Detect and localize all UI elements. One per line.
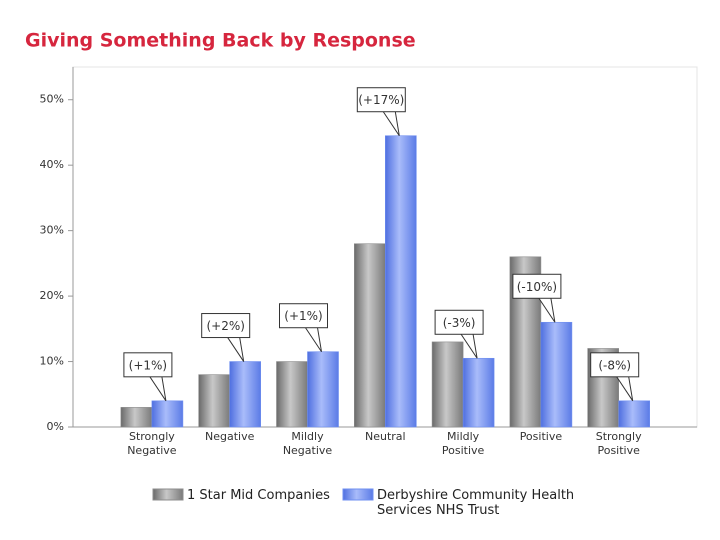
- callout-box: [590, 352, 640, 378]
- y-tick-label: 50%: [40, 93, 64, 106]
- legend-swatch: [152, 488, 184, 501]
- callout-box: [434, 309, 484, 335]
- legend-label: 1 Star Mid Companies: [187, 488, 330, 503]
- callout-pointer: [616, 376, 634, 402]
- callout-label: (-10%): [517, 280, 557, 294]
- bar: [384, 135, 417, 428]
- bar: [540, 321, 573, 428]
- x-tick-label: Neutral: [364, 430, 406, 443]
- x-tick-label: Strongly Positive: [595, 430, 642, 457]
- y-tick-label: 40%: [40, 158, 64, 171]
- callout-pointer: [149, 376, 167, 402]
- bar: [431, 341, 464, 428]
- callout-box: [279, 303, 328, 329]
- callout-label: (+1%): [129, 358, 167, 372]
- bar: [618, 400, 651, 428]
- callout-pointer: [460, 333, 478, 359]
- callout-box: [356, 87, 406, 113]
- callout-box: [123, 352, 173, 378]
- bar: [462, 357, 495, 428]
- callout-label: (+2%): [206, 319, 244, 333]
- x-tick-label: Mildly Positive: [441, 430, 485, 457]
- y-tick-label: 30%: [40, 224, 64, 237]
- chart-title: Giving Something Back by Response: [25, 30, 416, 52]
- callout-label: (+1%): [284, 309, 322, 323]
- bar: [151, 400, 184, 428]
- callout-label: (-8%): [598, 358, 631, 372]
- bar: [198, 374, 230, 428]
- callout-box: [512, 273, 562, 299]
- x-tick-label: Strongly Negative: [127, 430, 177, 457]
- legend-swatch: [342, 488, 374, 501]
- callout-pointer: [227, 337, 245, 362]
- callout-pointer: [382, 111, 400, 137]
- x-tick-label: Negative: [205, 430, 255, 443]
- bar: [276, 361, 308, 428]
- bar: [120, 407, 153, 428]
- callout-label: (+17%): [358, 93, 404, 107]
- callout-pointer: [305, 327, 322, 353]
- x-tick-label: Positive: [519, 430, 563, 443]
- y-tick-label: 20%: [40, 289, 64, 302]
- y-tick-label: 10%: [40, 355, 64, 368]
- bar: [353, 243, 386, 428]
- y-tick-label: 0%: [47, 420, 64, 433]
- callout-box: [201, 313, 251, 339]
- callout-pointer: [538, 297, 556, 323]
- bar: [307, 351, 339, 428]
- legend-label: Derbyshire Community Health Services NHS…: [377, 488, 575, 518]
- bar: [229, 361, 261, 428]
- x-tick-label: Mildly Negative: [282, 430, 333, 457]
- callout-label: (-3%): [443, 316, 476, 330]
